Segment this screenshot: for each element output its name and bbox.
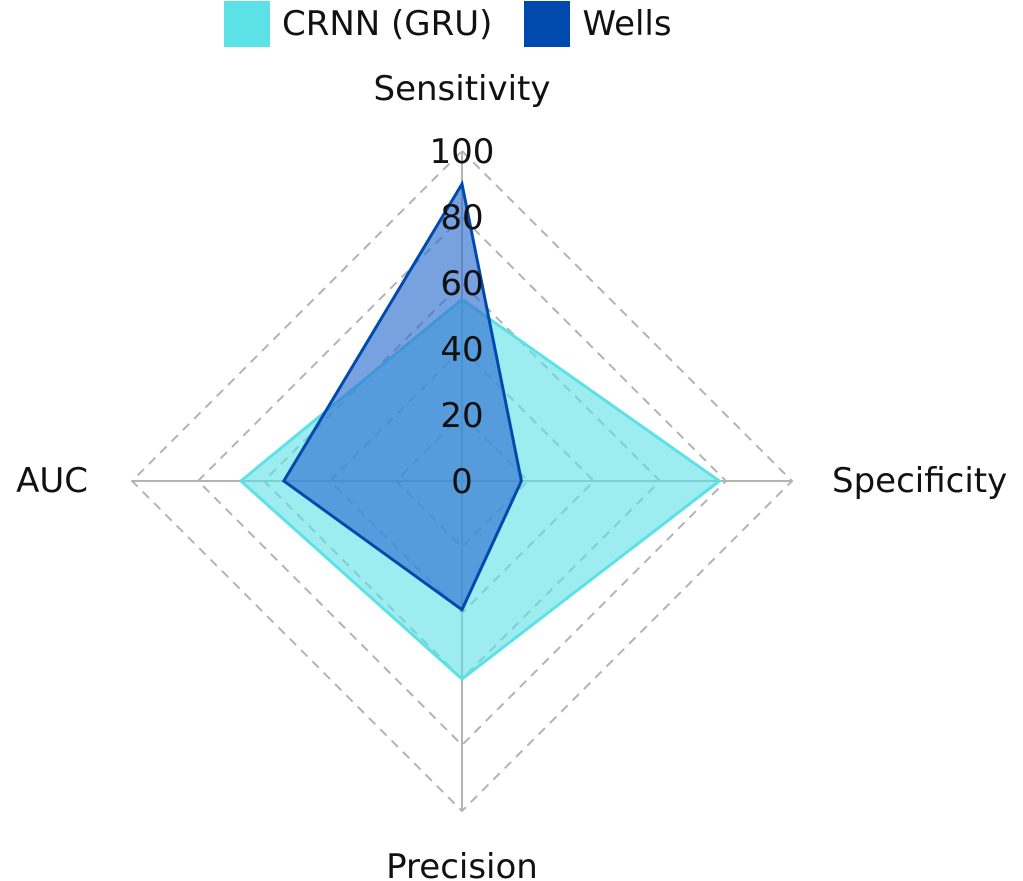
- tick-label-20: 20: [440, 396, 483, 436]
- axis-label-sensitivity: Sensitivity: [373, 69, 550, 109]
- legend: CRNN (GRU) Wells: [224, 0, 704, 48]
- axis-label-precision: Precision: [386, 847, 538, 881]
- tick-label-80: 80: [440, 198, 483, 238]
- legend-label-wells: Wells: [582, 4, 672, 44]
- legend-item-crnn[interactable]: CRNN (GRU): [224, 1, 492, 47]
- legend-swatch-crnn: [224, 1, 270, 47]
- axis-label-specificity: Specificity: [832, 461, 1007, 501]
- tick-label-0: 0: [451, 462, 473, 502]
- axis-label-auc: AUC: [16, 461, 88, 501]
- tick-label-100: 100: [430, 132, 495, 172]
- tick-label-40: 40: [440, 330, 483, 370]
- legend-label-crnn: CRNN (GRU): [282, 4, 493, 44]
- legend-swatch-wells: [524, 1, 571, 47]
- legend-item-wells[interactable]: Wells: [524, 1, 672, 47]
- grid-ring-80: [196, 215, 728, 747]
- tick-label-60: 60: [440, 264, 483, 304]
